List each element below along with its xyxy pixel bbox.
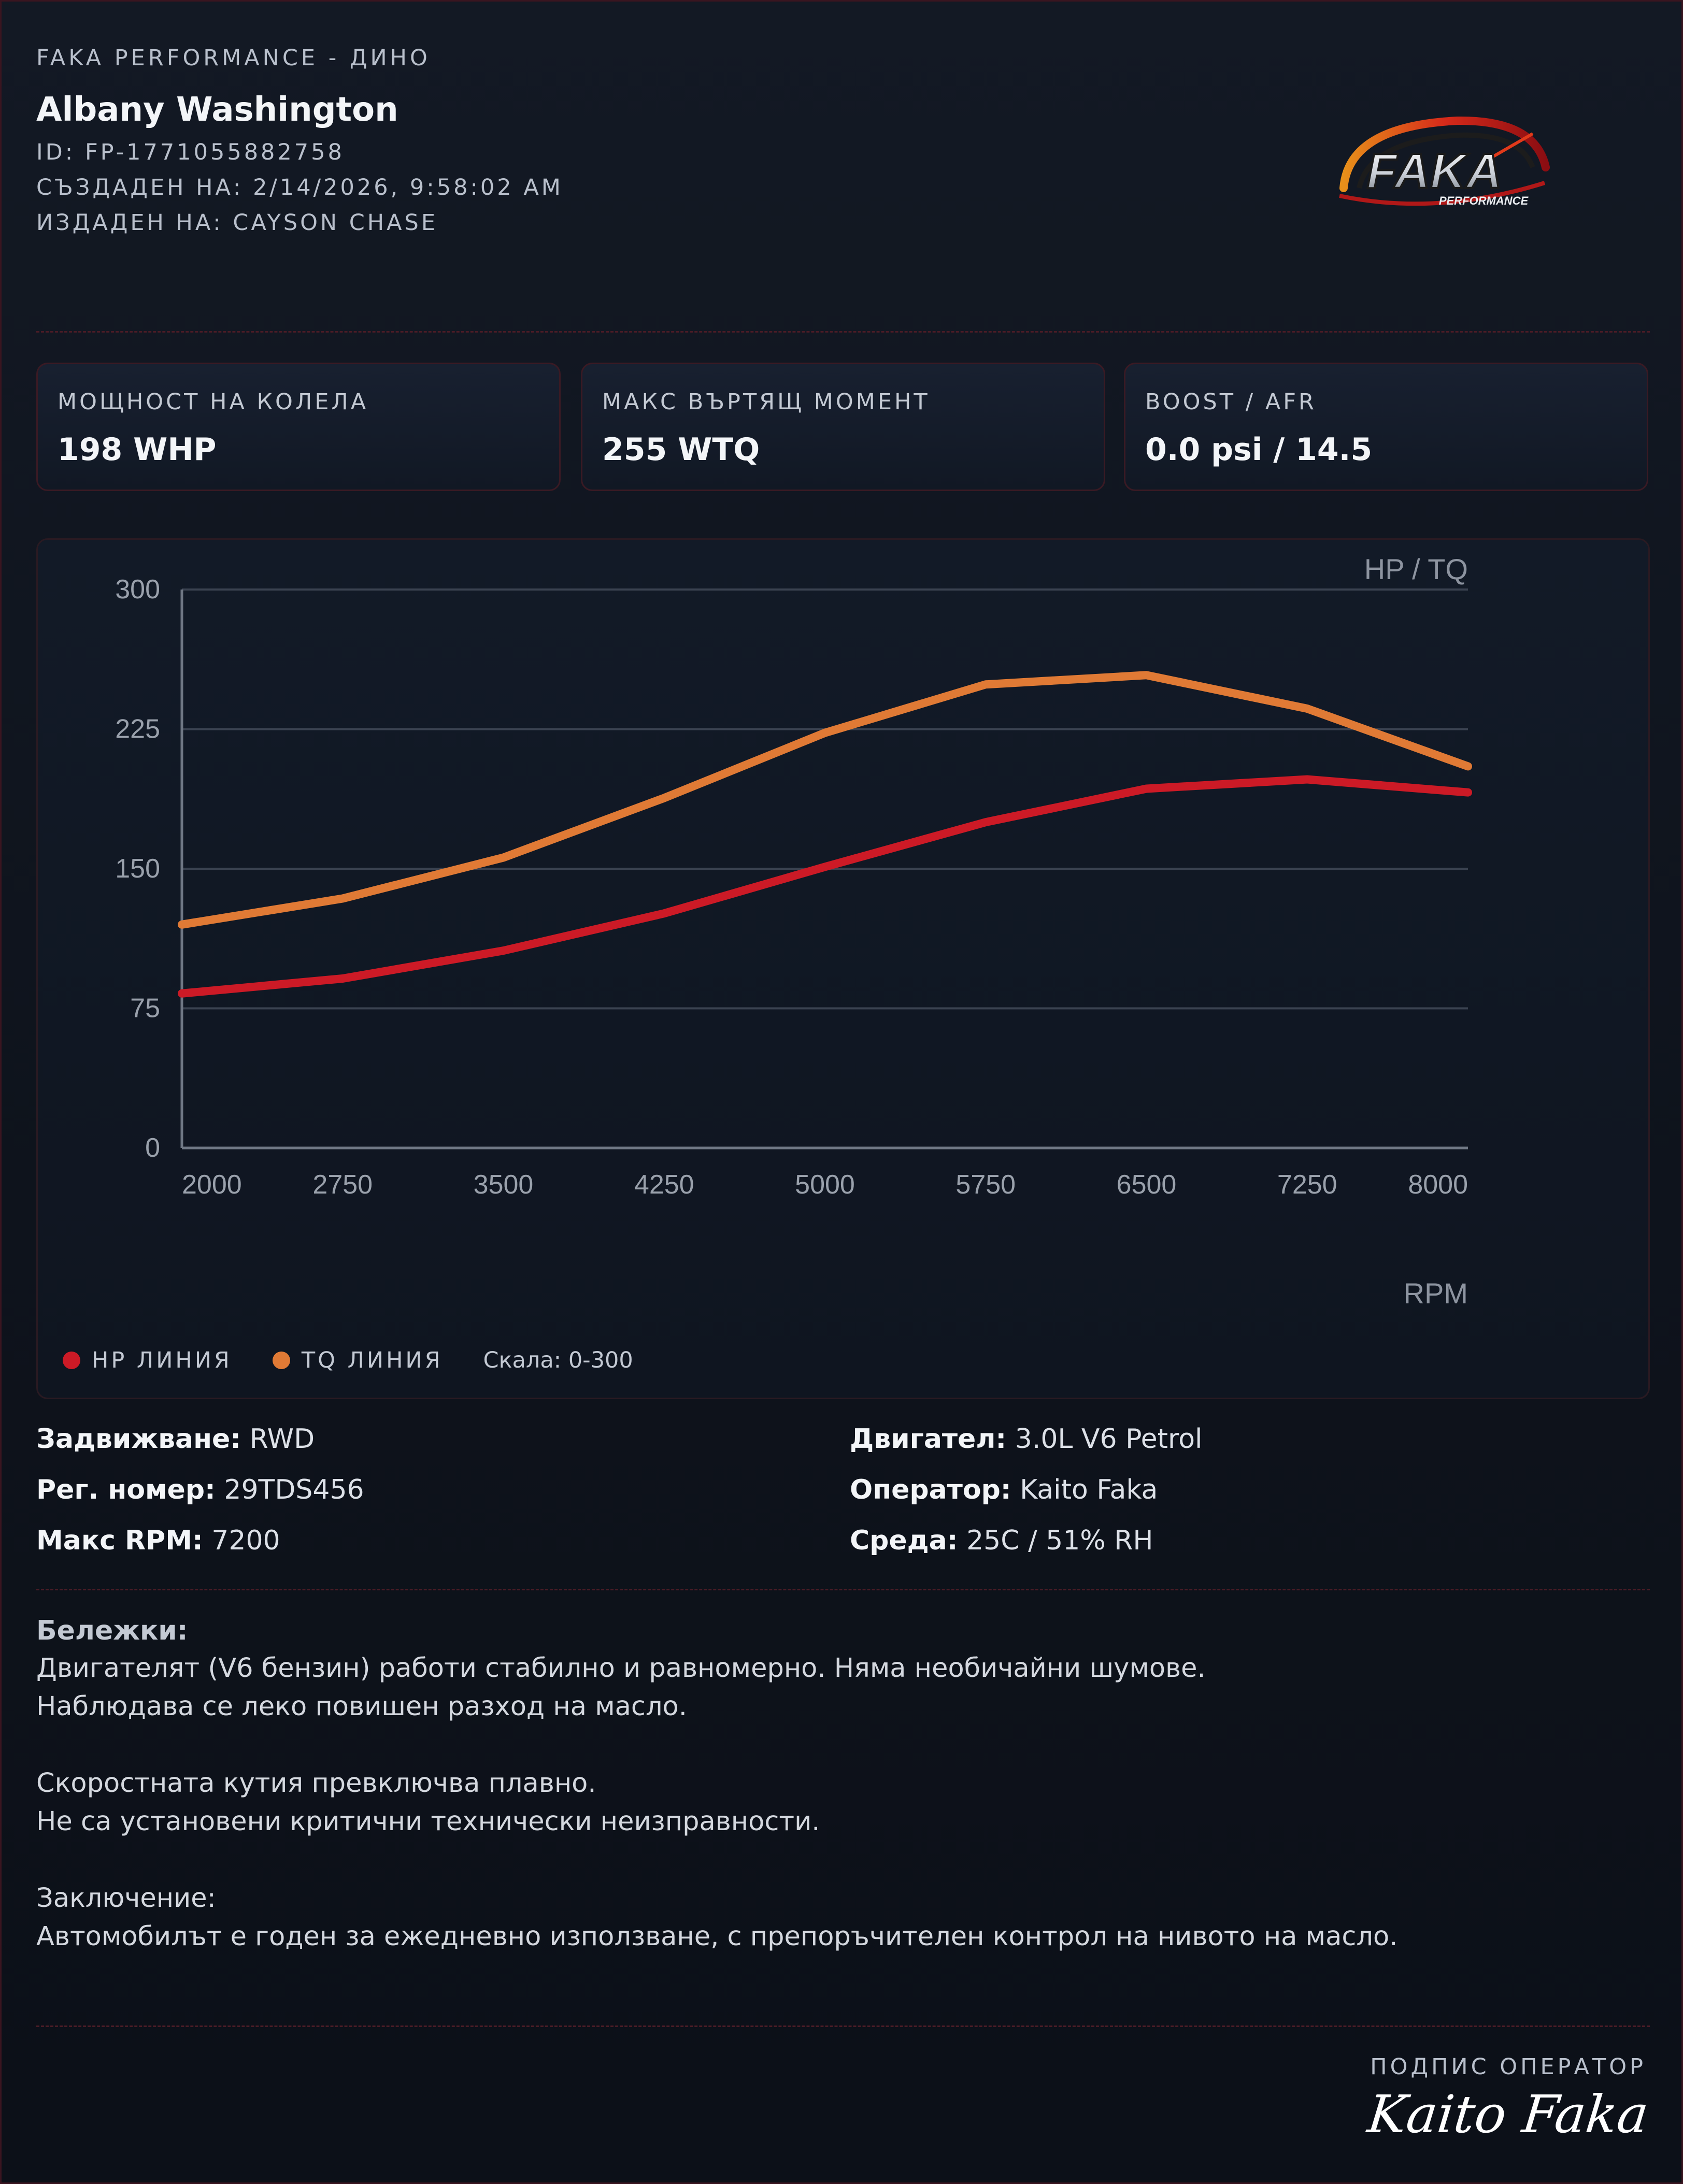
report-kicker: FAKA PERFORMANCE - ДИНО xyxy=(36,45,431,71)
stat-value: 198 WHP xyxy=(58,432,217,468)
x-tick-label: 2000 xyxy=(182,1170,242,1200)
stat-value: 255 WTQ xyxy=(602,432,760,468)
stat-label: МОЩНОСТ НА КОЛЕЛА xyxy=(58,389,369,415)
hp-legend-label: HP ЛИНИЯ xyxy=(92,1347,232,1373)
spec-drivetrain: Задвижване: RWD xyxy=(36,1424,315,1455)
divider xyxy=(36,1589,1650,1590)
notes-line: Скоростната кутия превключва плавно. xyxy=(36,1768,596,1799)
stat-card-boost-afr: BOOST / AFR 0.0 psi / 14.5 xyxy=(1124,363,1648,491)
tq-legend-marker xyxy=(272,1352,290,1369)
stat-label: BOOST / AFR xyxy=(1145,389,1317,415)
x-tick-label: 5750 xyxy=(955,1170,1016,1200)
x-tick-label: 4250 xyxy=(634,1170,694,1200)
notes-line: Не са установени критични технически неи… xyxy=(36,1806,820,1837)
stat-value: 0.0 psi / 14.5 xyxy=(1145,432,1373,468)
created-date: СЪЗДАДЕН НА: 2/14/2026, 9:58:02 AM xyxy=(36,175,563,200)
divider xyxy=(36,331,1650,333)
dyno-chart-panel xyxy=(36,538,1650,1399)
stat-card-wtq: МАКС ВЪРТЯЩ МОМЕНТ 255 WTQ xyxy=(581,363,1105,491)
y-tick-label: 150 xyxy=(115,854,160,884)
x-tick-label: 2750 xyxy=(312,1170,373,1200)
report-id: ID: FP-1771055882758 xyxy=(36,139,345,165)
notes-line: Автомобилът е годен за ежедневно използв… xyxy=(36,1921,1398,1952)
x-tick-label: 6500 xyxy=(1117,1170,1177,1200)
customer-name: Albany Washington xyxy=(36,91,398,129)
logo-subtext: PERFORMANCE xyxy=(1439,194,1529,207)
stat-card-whp: МОЩНОСТ НА КОЛЕЛА 198 WHP xyxy=(36,363,561,491)
notes-line: Наблюдава се леко повишен разход на масл… xyxy=(36,1691,687,1722)
x-tick-label: 3500 xyxy=(474,1170,534,1200)
x-tick-label: 8000 xyxy=(1408,1170,1468,1200)
spec-environment: Среда: 25C / 51% RH xyxy=(850,1525,1153,1556)
tq-series-line xyxy=(178,671,1472,929)
dyno-chart: 0 75 150 225 300 2000 2750 3500 4250 5000 5750 6500… xyxy=(115,553,1472,1310)
notes-line: Двигателят (V6 бензин) работи стабилно и… xyxy=(36,1653,1206,1684)
y-tick-label: 75 xyxy=(130,994,160,1024)
spec-max-rpm: Макс RPM: 7200 xyxy=(36,1525,280,1556)
y-tick-label: 225 xyxy=(115,714,160,744)
x-tick-label: 7250 xyxy=(1277,1170,1337,1200)
spec-operator: Оператор: Kaito Faka xyxy=(850,1474,1158,1505)
y-axis-title: HP / TQ xyxy=(1364,553,1468,585)
tq-legend-label: TQ ЛИНИЯ xyxy=(301,1347,443,1373)
chart-legend: HP ЛИНИЯ TQ ЛИНИЯ Скала: 0-300 xyxy=(63,1342,633,1378)
x-axis-title: RPM xyxy=(1404,1277,1468,1310)
hp-series-line xyxy=(178,775,1472,998)
spec-plate: Рег. номер: 29TDS456 xyxy=(36,1474,364,1505)
logo-text: FAKA xyxy=(1366,143,1502,199)
y-tick-label: 300 xyxy=(115,574,160,605)
faka-logo: FAKA PERFORMANCE xyxy=(1339,116,1550,207)
scale-note: Скала: 0-300 xyxy=(483,1347,633,1373)
operator-signature: Kaito Faka xyxy=(1364,2084,1652,2145)
notes-line: Заключение: xyxy=(36,1883,216,1914)
hp-legend-marker xyxy=(63,1352,80,1369)
notes-heading: Бележки: xyxy=(36,1615,188,1646)
divider xyxy=(36,2025,1650,2027)
stat-label: МАКС ВЪРТЯЩ МОМЕНТ xyxy=(602,389,930,415)
issued-by: ИЗДАДЕН НА: CAYSON CHASE xyxy=(36,210,438,236)
x-tick-label: 5000 xyxy=(795,1170,855,1200)
spec-engine: Двигател: 3.0L V6 Petrol xyxy=(850,1424,1203,1455)
y-tick-label: 0 xyxy=(145,1133,160,1163)
signature-label: ПОДПИС ОПЕРАТОР xyxy=(1370,2054,1646,2080)
